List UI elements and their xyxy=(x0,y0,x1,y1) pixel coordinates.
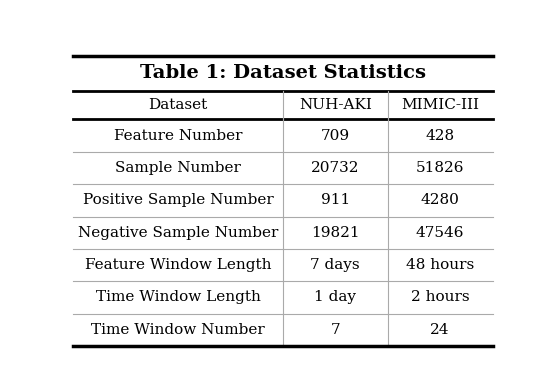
Text: 709: 709 xyxy=(321,129,350,143)
Text: Sample Number: Sample Number xyxy=(115,161,241,175)
Text: MIMIC-III: MIMIC-III xyxy=(401,98,479,112)
Text: 51826: 51826 xyxy=(416,161,464,175)
Text: Dataset: Dataset xyxy=(148,98,208,112)
Text: 7: 7 xyxy=(331,323,340,337)
Text: Positive Sample Number: Positive Sample Number xyxy=(83,193,273,207)
Text: 911: 911 xyxy=(321,193,350,207)
Text: Negative Sample Number: Negative Sample Number xyxy=(78,226,278,240)
Text: 24: 24 xyxy=(431,323,450,337)
Text: 48 hours: 48 hours xyxy=(406,258,474,272)
Text: 19821: 19821 xyxy=(311,226,359,240)
Text: 4280: 4280 xyxy=(421,193,460,207)
Text: 2 hours: 2 hours xyxy=(411,290,469,304)
Text: Time Window Number: Time Window Number xyxy=(91,323,265,337)
Text: 1 day: 1 day xyxy=(314,290,356,304)
Text: Feature Number: Feature Number xyxy=(114,129,242,143)
Text: 7 days: 7 days xyxy=(310,258,360,272)
Text: Table 1: Dataset Statistics: Table 1: Dataset Statistics xyxy=(140,64,426,82)
Text: Feature Window Length: Feature Window Length xyxy=(85,258,272,272)
Text: Time Window Length: Time Window Length xyxy=(95,290,261,304)
Text: NUH-AKI: NUH-AKI xyxy=(299,98,371,112)
Text: 20732: 20732 xyxy=(311,161,359,175)
Text: 428: 428 xyxy=(426,129,455,143)
Text: 47546: 47546 xyxy=(416,226,464,240)
